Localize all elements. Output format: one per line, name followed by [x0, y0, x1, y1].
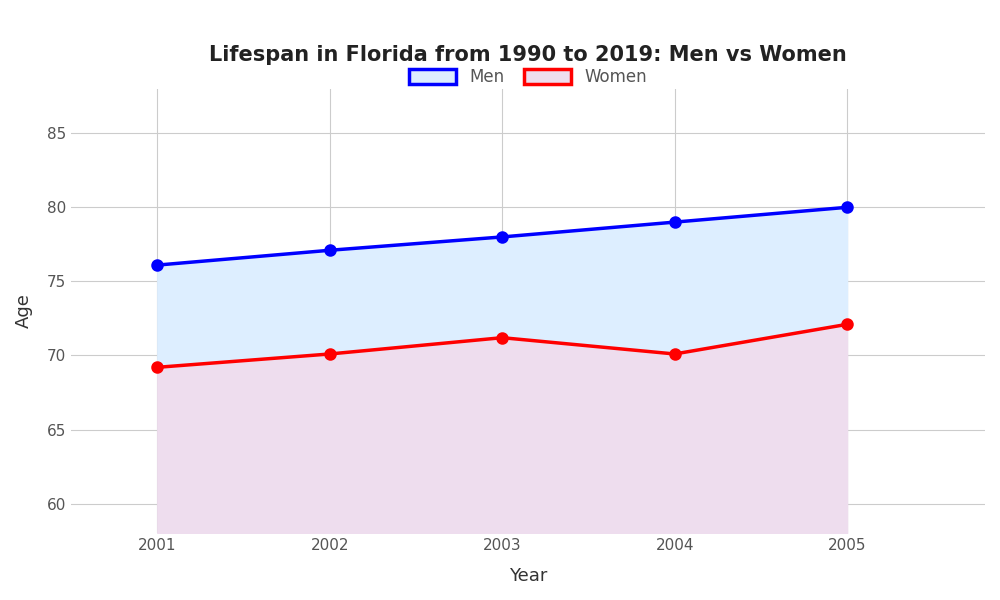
X-axis label: Year: Year	[509, 567, 547, 585]
Title: Lifespan in Florida from 1990 to 2019: Men vs Women: Lifespan in Florida from 1990 to 2019: M…	[209, 45, 847, 65]
Legend: Men, Women: Men, Women	[403, 62, 654, 93]
Y-axis label: Age: Age	[15, 293, 33, 328]
